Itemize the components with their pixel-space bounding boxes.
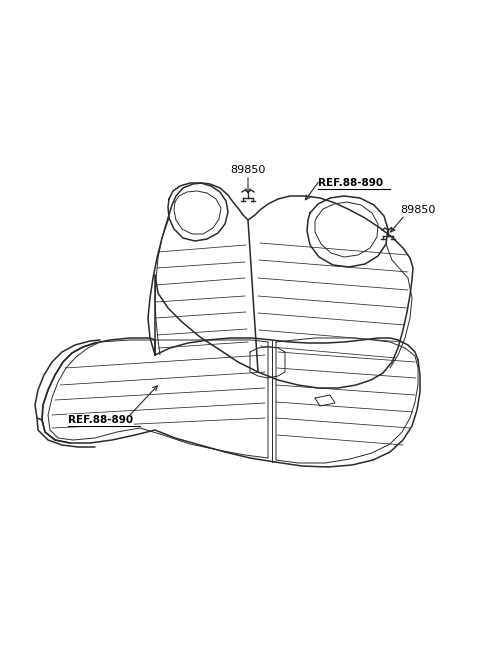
Text: 89850: 89850	[230, 165, 266, 175]
Text: REF.88-890: REF.88-890	[68, 415, 133, 425]
Text: 89850: 89850	[400, 205, 435, 215]
Text: REF.88-890: REF.88-890	[318, 178, 383, 188]
